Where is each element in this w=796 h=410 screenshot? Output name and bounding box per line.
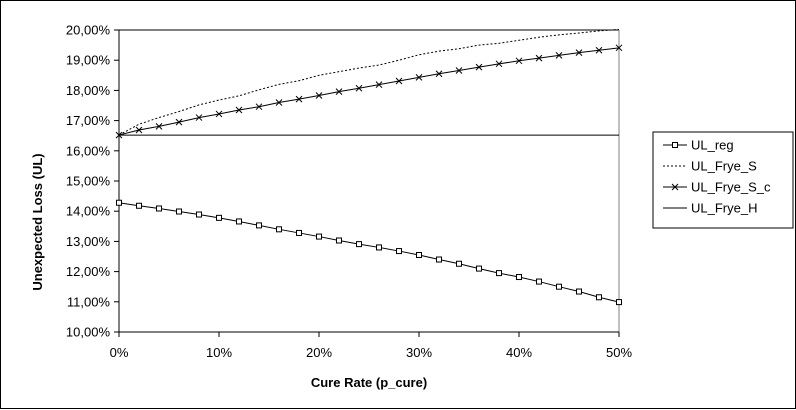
data-point [256,222,262,229]
data-point [315,92,323,99]
data-point [155,122,163,130]
x-tick-label: 30% [406,345,432,360]
data-point [156,205,162,212]
data-point [436,256,442,263]
data-point [375,81,383,89]
data-point [135,126,143,134]
data-point [356,241,362,248]
data-point [176,208,182,215]
data-point [195,114,203,121]
legend-label: UL_Frye_H [691,201,757,216]
data-point [235,106,243,114]
x-tick-label: 20% [306,345,332,360]
data-point [396,248,402,255]
series-line-ul-reg [118,202,620,303]
legend-marker [672,142,678,148]
data-point [296,229,302,236]
data-point [595,46,603,54]
data-point [316,233,322,240]
y-tick-label: 15,00% [66,174,111,189]
legend: UL_reg UL_Frye_S UL_Frye_S_c UL_Frye_H [652,131,794,229]
data-point [576,288,582,295]
data-point [216,214,222,221]
data-point [496,270,502,277]
data-point [136,202,142,209]
y-tick-label: 10,00% [66,325,111,340]
data-point [335,88,343,95]
series-ul-frye-s [118,28,620,136]
x-tick-label: 10% [206,345,232,360]
legend-label: UL_reg [691,138,734,153]
data-point [276,226,282,233]
y-tick-label: 20,00% [66,23,111,38]
data-point [336,237,342,244]
data-point [616,299,622,306]
data-point [475,63,483,71]
data-point [215,110,223,118]
y-tick-label: 12,00% [66,264,111,279]
legend-label: UL_Frye_S_c [691,180,771,195]
data-point [355,84,363,92]
legend-item-ul-frye-h: UL_Frye_H [663,201,757,216]
series-line-ul-frye-s [118,28,620,136]
x-axis-title: Cure Rate (p_cure) [311,375,427,390]
data-point [196,211,202,218]
data-point [456,260,462,267]
data-point [535,54,543,62]
series-group [115,28,623,306]
data-point [516,274,522,281]
data-point [416,251,422,258]
y-tick-label: 19,00% [66,53,111,68]
data-point [615,44,623,52]
y-tick-label: 14,00% [66,204,111,219]
data-point [116,199,122,206]
x-tick-label: 0% [110,345,129,360]
data-point [476,265,482,272]
series-ul-frye-s-c [115,44,623,139]
data-point [536,278,542,285]
y-tick-label: 11,00% [67,294,111,309]
data-point [435,70,443,78]
data-point [415,74,423,81]
data-point [555,52,563,59]
y-tick-label: 18,00% [66,83,111,98]
data-point [236,218,242,225]
data-point [376,244,382,251]
data-point [275,99,283,106]
data-point [295,95,303,103]
legend-marker [671,183,679,191]
data-point [495,60,503,68]
data-point [455,67,463,74]
y-tick-label: 17,00% [66,113,111,128]
series-ul-reg [116,199,622,306]
data-point [175,118,183,126]
data-point [575,49,583,57]
x-tick-label: 50% [606,345,632,360]
legend-item-ul-frye-s-c: UL_Frye_S_c [663,180,771,195]
y-axis-title: Unexpected Loss (UL) [30,153,45,290]
x-tick-label: 40% [506,345,532,360]
series-line-ul-frye-s-c [118,47,620,136]
data-point [556,283,562,290]
legend-item-ul-reg: UL_reg [663,138,734,153]
data-point [395,77,403,85]
axes: 10,00% 11,00% 12,00% 13,00% 14,00% 15,00% 16,0… [66,23,633,361]
y-tick-label: 16,00% [66,143,111,158]
plot-area [119,29,620,332]
legend-label: UL_Frye_S [691,159,757,174]
legend-item-ul-frye-s: UL_Frye_S [663,159,757,174]
data-point [596,294,602,301]
data-point [515,57,523,65]
y-tick-label: 13,00% [66,234,111,249]
data-point [255,103,263,111]
